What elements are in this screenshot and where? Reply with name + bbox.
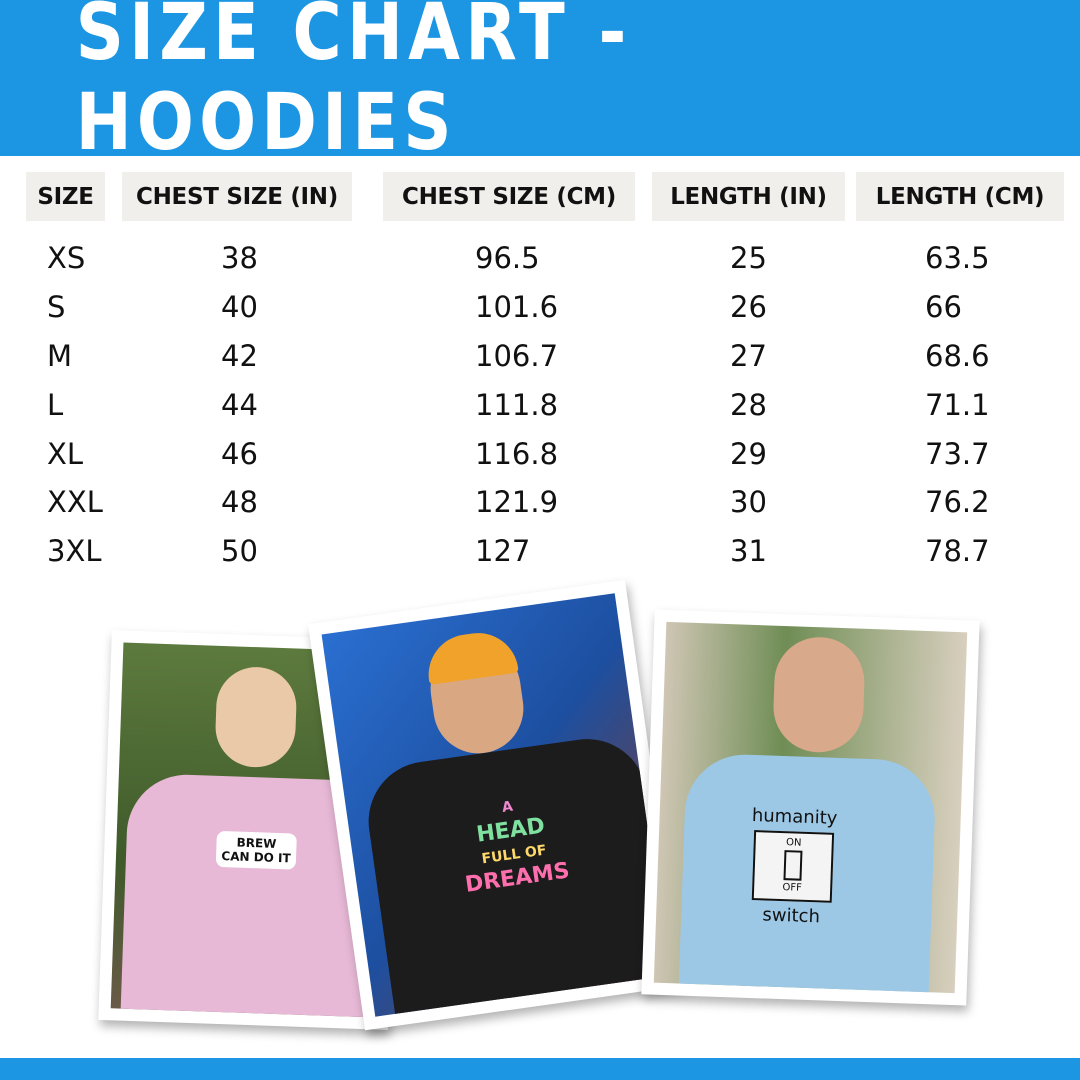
table-cell: 27 (730, 339, 767, 373)
header-size: SIZE (26, 172, 105, 221)
table-cell: 42 (221, 339, 258, 373)
title-banner: SIZE CHART - HOODIES (0, 0, 1080, 168)
photo-humanity-hoodie: humanity ON OFF switch (641, 609, 980, 1006)
table-cell: M (47, 339, 73, 373)
table-cell: 68.6 (925, 339, 990, 373)
header-chest-in: CHEST SIZE (IN) (122, 172, 352, 221)
footer-bar (0, 1058, 1080, 1080)
table-cell: 38 (221, 241, 258, 275)
table-cell: 127 (475, 534, 531, 568)
table-cell: 76.2 (925, 485, 990, 519)
person-head (214, 665, 298, 769)
table-cell: 111.8 (475, 388, 559, 422)
person-head (771, 635, 866, 754)
photo-dreams-hoodie: A HEAD FULL OF DREAMS (308, 579, 682, 1031)
table-cell: 106.7 (475, 339, 559, 373)
table-cell: 25 (730, 241, 767, 275)
table-cell: 63.5 (925, 241, 990, 275)
table-cell: 3XL (47, 534, 102, 568)
table-cell: 121.9 (475, 485, 559, 519)
table-cell: 78.7 (925, 534, 990, 568)
table-cell: 73.7 (925, 437, 990, 471)
table-cell: XXL (47, 485, 103, 519)
table-cell: 26 (730, 290, 767, 324)
table-cell: 46 (221, 437, 258, 471)
table-cell: 116.8 (475, 437, 559, 471)
hoodie-print: BREW CAN DO IT (215, 830, 297, 870)
header-length-cm: LENGTH (CM) (856, 172, 1064, 221)
table-cell: 29 (730, 437, 767, 471)
hoodie-print: humanity ON OFF switch (751, 804, 838, 928)
table-cell: 31 (730, 534, 767, 568)
table-cell: XL (47, 437, 84, 471)
table-cell: 48 (221, 485, 258, 519)
table-cell: 66 (925, 290, 962, 324)
table-cell: 50 (221, 534, 258, 568)
table-cell: 96.5 (475, 241, 540, 275)
table-cell: 30 (730, 485, 767, 519)
hoodie-print: A HEAD FULL OF DREAMS (463, 798, 572, 898)
table-cell: S (47, 290, 66, 324)
table-cell: 28 (730, 388, 767, 422)
header-chest-cm: CHEST SIZE (CM) (383, 172, 635, 221)
table-cell: 71.1 (925, 388, 990, 422)
table-cell: 40 (221, 290, 258, 324)
table-cell: XS (47, 241, 86, 275)
table-cell: 101.6 (475, 290, 559, 324)
table-cell: L (47, 388, 64, 422)
header-length-in: LENGTH (IN) (652, 172, 845, 221)
table-cell: 44 (221, 388, 258, 422)
page-title: SIZE CHART - HOODIES (75, 0, 632, 168)
